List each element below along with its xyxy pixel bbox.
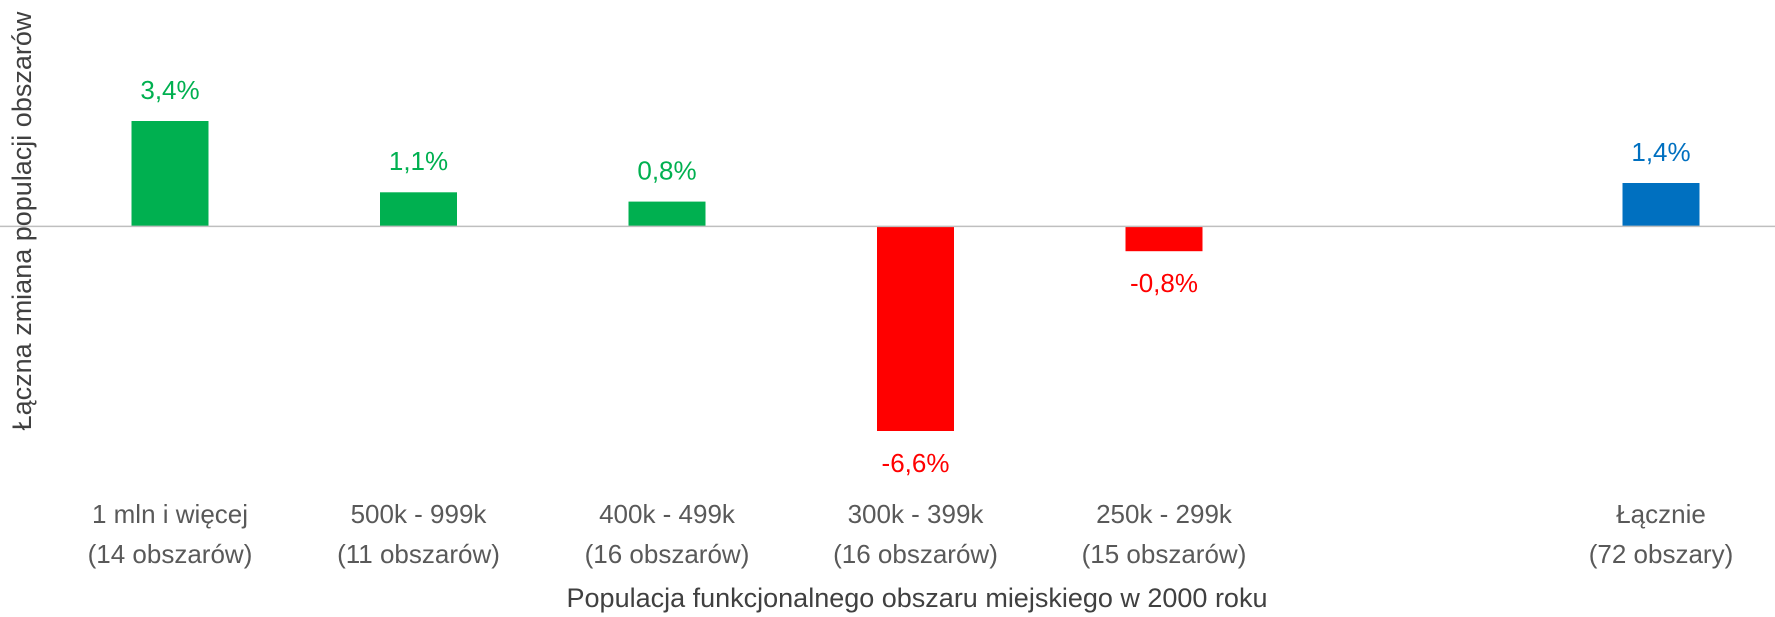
- x-tick-label: 1 mln i więcej: [92, 499, 248, 529]
- value-label: -0,8%: [1130, 268, 1198, 298]
- x-tick-label: (16 obszarów): [833, 539, 998, 569]
- bar: [1622, 183, 1700, 227]
- x-tick-label: Łącznie: [1616, 499, 1706, 529]
- x-tick-label: (11 obszarów): [337, 539, 500, 569]
- x-tick-label: (16 obszarów): [585, 539, 750, 569]
- x-tick-label: (15 obszarów): [1082, 539, 1247, 569]
- value-label: 3,4%: [140, 75, 199, 105]
- x-axis-title: Populacja funkcjonalnego obszaru miejski…: [567, 583, 1268, 613]
- x-tick-label: (14 obszarów): [88, 539, 253, 569]
- value-label: 1,1%: [389, 146, 448, 176]
- x-tick-label: (72 obszary): [1589, 539, 1734, 569]
- bar: [877, 226, 954, 431]
- value-label: 0,8%: [637, 155, 696, 185]
- bar: [380, 192, 457, 227]
- bar: [1125, 226, 1203, 252]
- y-axis-title: Łączna zmiana populacji obszarów: [7, 11, 37, 430]
- bar: [131, 121, 209, 227]
- value-label: -6,6%: [882, 448, 950, 478]
- x-tick-label: 500k - 999k: [351, 499, 488, 529]
- value-label: 1,4%: [1631, 137, 1690, 167]
- x-tick-label: 400k - 499k: [599, 499, 736, 529]
- x-tick-label: 300k - 399k: [848, 499, 985, 529]
- x-tick-label: 250k - 299k: [1096, 499, 1233, 529]
- bar: [628, 201, 706, 227]
